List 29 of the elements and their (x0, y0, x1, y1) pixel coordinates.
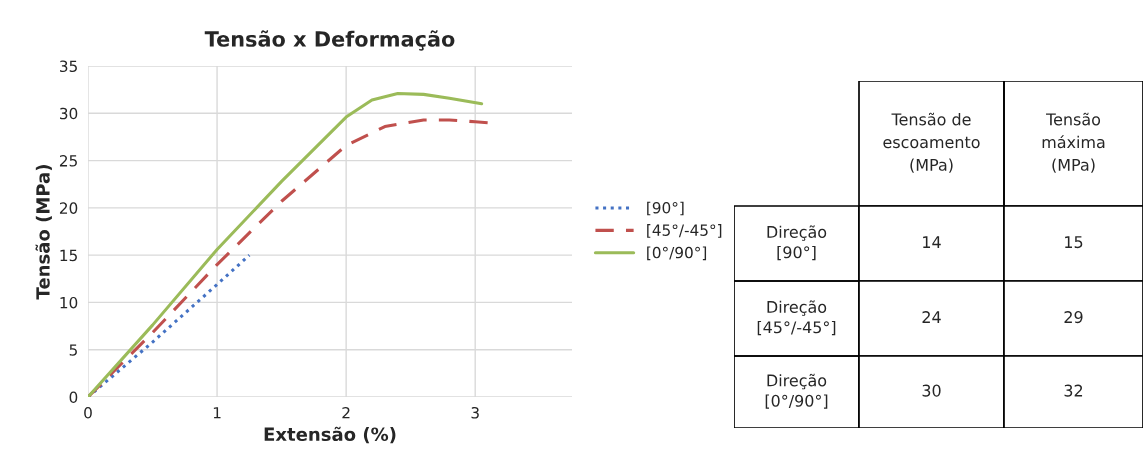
x-tick-label: 3 (471, 406, 479, 419)
legend-label: [45°/-45°] (647, 224, 722, 238)
y-tick-label: Direção [45°/-45°] (757, 300, 836, 336)
data-label: 24 (922, 311, 941, 323)
x-tick-label: Tensão de escoamento (MPa) (883, 112, 980, 173)
y-tick-label: Direção [0°/90°] (765, 373, 828, 409)
y-tick-label: 0 (69, 391, 78, 404)
data-label: 30 (922, 384, 941, 397)
legend-label: [90°] (647, 201, 684, 216)
y-tick-label: 35 (60, 60, 77, 73)
y-tick-label: 10 (60, 296, 78, 309)
y-tick-label: 30 (60, 107, 78, 120)
y-tick-label: 5 (69, 344, 77, 356)
data-label: 14 (923, 236, 941, 248)
x-tick-label: 1 (213, 407, 221, 419)
legend-label: [0°/90°] (647, 246, 707, 261)
y-tick-label: Direção [90°] (767, 225, 827, 261)
x-axis-title: Extensão (%) (264, 426, 396, 444)
data-label: 29 (1064, 311, 1083, 324)
y-tick-label: 20 (59, 202, 78, 214)
x-tick-label: 0 (84, 406, 92, 419)
y-axis-title: Tensão (MPa) (35, 165, 52, 300)
x-tick-label: Tensão máxima (MPa) (1042, 112, 1105, 173)
data-label: 15 (1065, 236, 1083, 249)
chart-title: Tensão x Deformação (204, 30, 455, 51)
y-tick-label: 25 (59, 155, 77, 167)
x-tick-label: 2 (342, 406, 350, 419)
data-label: 32 (1064, 384, 1083, 397)
y-tick-label: 15 (60, 249, 77, 262)
